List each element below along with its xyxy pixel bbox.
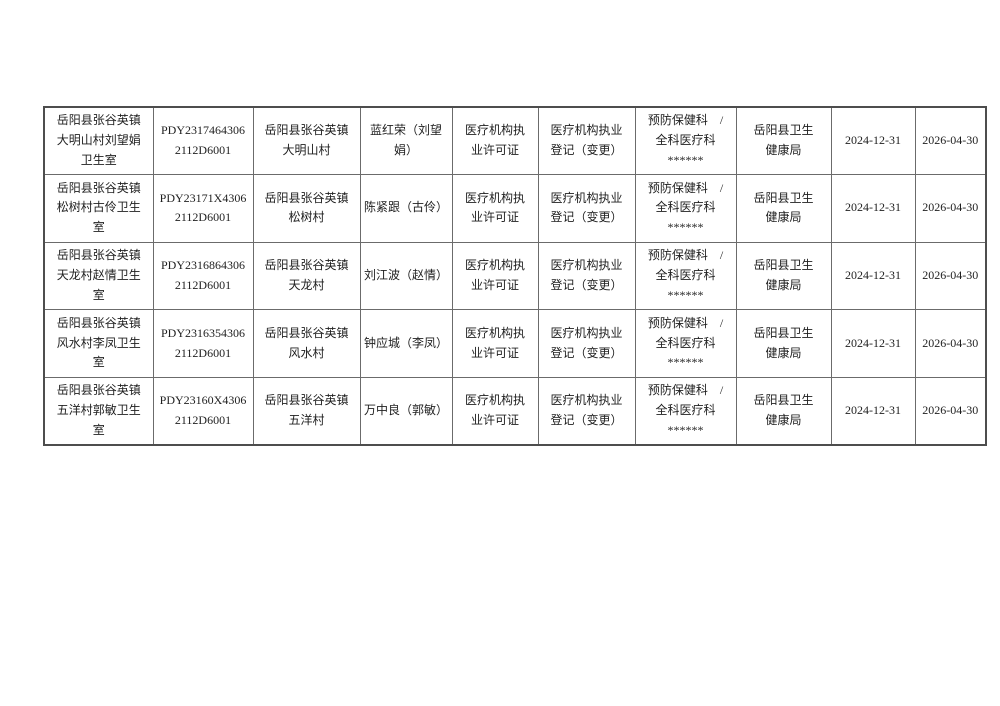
- departments-cell: 预防保健科 / 全科医疗科 ******: [634, 309, 737, 378]
- table-row: 岳阳县张谷英镇 大明山村刘望娟 卫生室 PDY2317464306 2112D6…: [43, 106, 987, 176]
- person-name-cell: 刘江波（赵情）: [359, 241, 453, 311]
- issue-date-cell: 2024-12-31: [830, 106, 916, 176]
- issuing-authority-cell: 岳阳县卫生 健康局: [735, 106, 832, 176]
- person-name-cell: 钟应城（李凤）: [359, 309, 453, 378]
- address-cell: 岳阳县张谷英镇 天龙村: [252, 241, 361, 311]
- departments-cell: 预防保健科 / 全科医疗科 ******: [634, 376, 737, 446]
- table-row: 岳阳县张谷英镇 松树村古伶卫生 室 PDY23171X4306 2112D600…: [43, 174, 987, 243]
- departments-cell: 预防保健科 / 全科医疗科 ******: [634, 241, 737, 311]
- registration-type-cell: 医疗机构执业 登记（变更）: [537, 106, 636, 176]
- issue-date-cell: 2024-12-31: [830, 309, 916, 378]
- address-cell: 岳阳县张谷英镇 风水村: [252, 309, 361, 378]
- institution-name-cell: 岳阳县张谷英镇 大明山村刘望娟 卫生室: [43, 106, 154, 176]
- address-cell: 岳阳县张谷英镇 五洋村: [252, 376, 361, 446]
- departments-cell: 预防保健科 / 全科医疗科 ******: [634, 106, 737, 176]
- table-row: 岳阳县张谷英镇 五洋村郭敏卫生 室 PDY23160X4306 2112D600…: [43, 376, 987, 446]
- registration-type-cell: 医疗机构执业 登记（变更）: [537, 376, 636, 446]
- institution-name-cell: 岳阳县张谷英镇 松树村古伶卫生 室: [43, 174, 154, 243]
- expiry-date-cell: 2026-04-30: [914, 106, 987, 176]
- medical-institution-license-table: 岳阳县张谷英镇 大明山村刘望娟 卫生室 PDY2317464306 2112D6…: [43, 106, 987, 446]
- license-type-cell: 医疗机构执 业许可证: [451, 241, 539, 311]
- table-row: 岳阳县张谷英镇 天龙村赵情卫生 室 PDY2316864306 2112D600…: [43, 241, 987, 311]
- issue-date-cell: 2024-12-31: [830, 376, 916, 446]
- registration-type-cell: 医疗机构执业 登记（变更）: [537, 309, 636, 378]
- license-type-cell: 医疗机构执 业许可证: [451, 174, 539, 243]
- registration-type-cell: 医疗机构执业 登记（变更）: [537, 174, 636, 243]
- license-type-cell: 医疗机构执 业许可证: [451, 106, 539, 176]
- registration-type-cell: 医疗机构执业 登记（变更）: [537, 241, 636, 311]
- person-name-cell: 蓝红荣（刘望 娟）: [359, 106, 453, 176]
- address-cell: 岳阳县张谷英镇 大明山村: [252, 106, 361, 176]
- issuing-authority-cell: 岳阳县卫生 健康局: [735, 309, 832, 378]
- table-row: 岳阳县张谷英镇 风水村李凤卫生 室 PDY2316354306 2112D600…: [43, 309, 987, 378]
- person-name-cell: 万中良（郭敏）: [359, 376, 453, 446]
- issuing-authority-cell: 岳阳县卫生 健康局: [735, 174, 832, 243]
- institution-name-cell: 岳阳县张谷英镇 天龙村赵情卫生 室: [43, 241, 154, 311]
- expiry-date-cell: 2026-04-30: [914, 309, 987, 378]
- institution-name-cell: 岳阳县张谷英镇 风水村李凤卫生 室: [43, 309, 154, 378]
- departments-cell: 预防保健科 / 全科医疗科 ******: [634, 174, 737, 243]
- license-code-cell: PDY2316864306 2112D6001: [152, 241, 254, 311]
- license-code-cell: PDY2316354306 2112D6001: [152, 309, 254, 378]
- issue-date-cell: 2024-12-31: [830, 174, 916, 243]
- license-code-cell: PDY2317464306 2112D6001: [152, 106, 254, 176]
- issuing-authority-cell: 岳阳县卫生 健康局: [735, 241, 832, 311]
- expiry-date-cell: 2026-04-30: [914, 241, 987, 311]
- expiry-date-cell: 2026-04-30: [914, 174, 987, 243]
- license-type-cell: 医疗机构执 业许可证: [451, 309, 539, 378]
- issue-date-cell: 2024-12-31: [830, 241, 916, 311]
- license-type-cell: 医疗机构执 业许可证: [451, 376, 539, 446]
- issuing-authority-cell: 岳阳县卫生 健康局: [735, 376, 832, 446]
- address-cell: 岳阳县张谷英镇 松树村: [252, 174, 361, 243]
- expiry-date-cell: 2026-04-30: [914, 376, 987, 446]
- institution-name-cell: 岳阳县张谷英镇 五洋村郭敏卫生 室: [43, 376, 154, 446]
- license-code-cell: PDY23160X4306 2112D6001: [152, 376, 254, 446]
- license-code-cell: PDY23171X4306 2112D6001: [152, 174, 254, 243]
- person-name-cell: 陈紧跟（古伶）: [359, 174, 453, 243]
